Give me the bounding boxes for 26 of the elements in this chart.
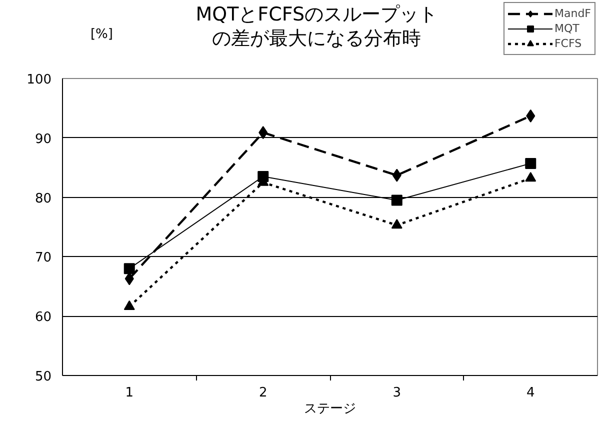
point	[124, 272, 134, 286]
y-tick-label: 80	[34, 191, 52, 206]
chart-title: MQTとFCFSのスループットの差が最大になる分布時	[196, 4, 438, 50]
y-tick-label: 100	[26, 72, 52, 88]
point	[391, 218, 402, 229]
x-tick-label: 4	[526, 386, 535, 400]
legend-label: MandF	[554, 6, 591, 21]
y-tick-label: 50	[34, 370, 52, 384]
point	[258, 126, 268, 140]
legend-label: FCFS	[554, 36, 582, 51]
point	[391, 194, 402, 206]
point	[526, 109, 536, 122]
y-axis-title: [%]	[90, 27, 113, 42]
point	[392, 168, 402, 182]
y-tick-label: 70	[34, 250, 52, 266]
x-tick-label: 2	[258, 386, 268, 400]
point	[525, 158, 536, 169]
point	[124, 263, 135, 274]
y-tick-label: 90	[34, 132, 52, 147]
x-tick-label: 3	[392, 386, 402, 400]
point	[525, 172, 536, 182]
x-axis-title: ステージ	[304, 402, 356, 416]
legend-label: MQT	[554, 21, 580, 36]
point	[124, 300, 135, 310]
x-tick-label: 1	[125, 386, 134, 400]
y-tick-label: 60	[34, 310, 52, 326]
